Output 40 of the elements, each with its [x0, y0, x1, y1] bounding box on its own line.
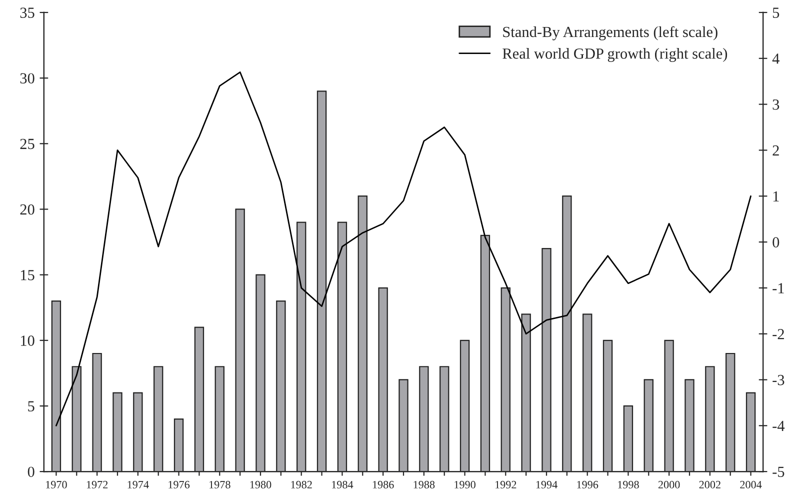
y-tick-label: 15	[20, 270, 34, 280]
y-tick-label: 30	[20, 73, 34, 84]
y2-tick-label: 5	[772, 8, 780, 18]
x-tick-label: 1988	[414, 480, 435, 488]
y-tick-label: 10	[20, 336, 34, 346]
x-tick-label: 1970	[46, 480, 67, 488]
x-tick-label: 1982	[291, 480, 312, 488]
y-tick-label: 35	[20, 8, 34, 18]
x-tick-label: 1974	[128, 480, 149, 488]
x-tick-label: 1992	[496, 480, 516, 488]
x-tick-label: 2000	[658, 480, 680, 488]
y2-tick-label: -4	[772, 420, 785, 431]
y2-tick-label: 4	[772, 54, 780, 64]
x-tick-label: 1976	[168, 480, 190, 488]
y2-tick-label: 2	[772, 145, 779, 156]
x-tick-label: 1994	[536, 480, 558, 488]
x-tick-label: 1980	[250, 480, 272, 488]
y2-tick-label: 3	[772, 99, 780, 110]
x-tick-label: 1984	[332, 480, 354, 488]
x-tick-label: 1978	[210, 480, 230, 488]
x-tick-label: 2002	[699, 480, 720, 488]
y-tick-label: 0	[28, 466, 34, 478]
legend-label: Stand-By Arrangements (left scale)	[503, 26, 718, 40]
y2-tick-label: 0	[772, 237, 780, 248]
y-tick-label: 25	[20, 138, 34, 150]
x-tick-label: 1998	[618, 480, 639, 488]
y2-tick-label: 1	[773, 191, 779, 202]
x-tick-label: 1990	[454, 480, 476, 488]
y2-tick-label: -5	[772, 466, 784, 478]
x-tick-label: 1996	[577, 480, 598, 488]
y-tick-label: 20	[20, 204, 34, 215]
y-tick-label: 5	[28, 401, 34, 412]
y2-tick-label: -1	[772, 283, 784, 294]
x-tick-label: 2004	[740, 480, 762, 488]
y2-tick-label: -3	[772, 374, 784, 386]
x-tick-label: 1986	[372, 480, 394, 488]
y2-tick-label: -2	[772, 329, 784, 340]
legend-label: Real world GDP growth (right scale)	[502, 48, 728, 62]
line-series	[56, 71, 752, 426]
x-tick-label: 1972	[86, 480, 108, 488]
